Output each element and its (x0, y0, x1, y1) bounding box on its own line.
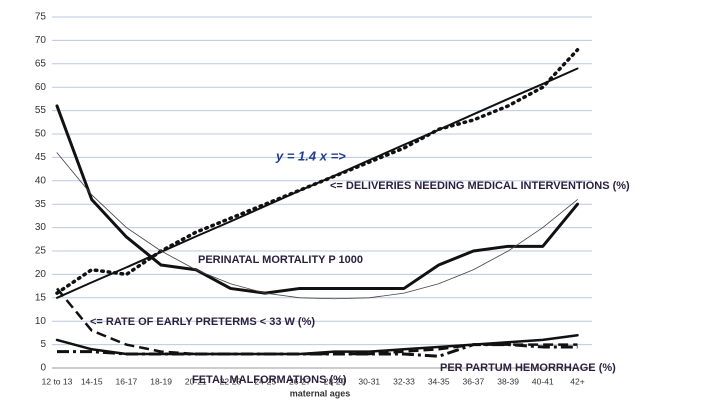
x-tick-label: 12 to 13 (42, 376, 73, 386)
y-tick-label: 75 (35, 12, 47, 23)
x-tick-label: 34-35 (428, 376, 450, 386)
y-tick-label: 65 (35, 58, 47, 69)
series-label: PER PARTUM HEMORRHAGE (%) (440, 362, 616, 374)
x-tick-label: 42+ (570, 376, 584, 386)
y-tick-label: 60 (35, 82, 47, 93)
y-tick-label: 30 (35, 222, 47, 233)
x-tick-label: 24-25 (254, 376, 276, 386)
x-tick-label: 30-31 (358, 376, 380, 386)
x-axis-label: maternal ages (290, 388, 351, 398)
y-tick-label: 35 (35, 199, 47, 210)
x-tick-label: 28-29 (324, 376, 346, 386)
y-tick-label: 55 (35, 105, 47, 116)
y-tick-label: 25 (35, 246, 47, 257)
series-label: <= DELIVERIES NEEDING MEDICAL INTERVENTI… (330, 180, 630, 192)
series-label: <= RATE OF EARLY PRETERMS < 33 W (%) (90, 316, 315, 328)
x-tick-label: 18-19 (150, 376, 172, 386)
x-tick-label: 36-37 (463, 376, 485, 386)
y-tick-label: 50 (35, 129, 47, 140)
annotation: y = 1.4 x => (275, 148, 346, 163)
y-tick-label: 40 (35, 175, 47, 186)
y-tick-label: 20 (35, 269, 47, 280)
y-tick-label: 5 (40, 339, 46, 350)
x-tick-label: 16-17 (116, 376, 138, 386)
series-line (56, 67, 579, 299)
series-label: PERINATAL MORTALITY P 1000 (198, 254, 363, 266)
x-tick-label: 14-15 (81, 376, 103, 386)
series-label: FETAL MALFORMATIONS (%) (192, 374, 347, 386)
x-tick-label: 26-27 (289, 376, 311, 386)
x-tick-label: 32-33 (393, 376, 415, 386)
series-line (57, 343, 578, 358)
y-tick-label: 70 (35, 35, 47, 46)
y-tick-label: 10 (35, 316, 47, 327)
x-tick-label: 22-23 (220, 376, 242, 386)
y-tick-label: 15 (35, 292, 47, 303)
x-tick-label: 40-41 (532, 376, 554, 386)
x-tick-label: 38-39 (497, 376, 519, 386)
x-tick-label: 20-21 (185, 376, 207, 386)
series-line (56, 152, 578, 300)
y-tick-label: 0 (40, 363, 46, 374)
y-tick-label: 45 (35, 152, 47, 163)
series-line (55, 104, 579, 295)
